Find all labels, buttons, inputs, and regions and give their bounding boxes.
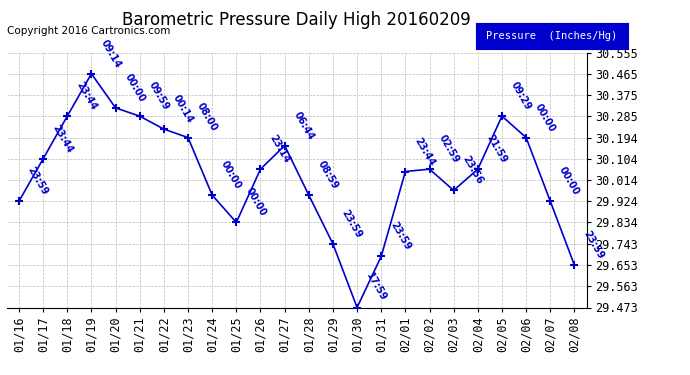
Text: 23:59: 23:59 — [340, 208, 364, 240]
Text: 00:00: 00:00 — [533, 102, 558, 134]
Text: 00:00: 00:00 — [219, 159, 244, 191]
Text: 08:00: 08:00 — [195, 102, 219, 134]
Text: 00:00: 00:00 — [244, 186, 268, 218]
Text: 06:44: 06:44 — [292, 110, 316, 141]
Text: 23:59: 23:59 — [26, 165, 50, 197]
Text: 00:00: 00:00 — [123, 72, 147, 104]
Text: 17:59: 17:59 — [364, 272, 388, 303]
Text: 09:59: 09:59 — [147, 80, 171, 112]
Text: 23:44: 23:44 — [413, 135, 437, 167]
Text: Barometric Pressure Daily High 20160209: Barometric Pressure Daily High 20160209 — [122, 11, 471, 29]
Text: 00:00: 00:00 — [558, 165, 582, 197]
Text: 21:59: 21:59 — [485, 133, 509, 165]
Text: Pressure  (Inches/Hg): Pressure (Inches/Hg) — [486, 31, 618, 40]
Text: 08:59: 08:59 — [316, 159, 340, 191]
Text: 02:59: 02:59 — [437, 133, 461, 165]
Text: 00:14: 00:14 — [171, 93, 195, 125]
Text: 23:44: 23:44 — [75, 80, 99, 112]
Text: 23:59: 23:59 — [388, 220, 413, 252]
Text: 23:59: 23:59 — [582, 229, 606, 261]
Text: 09:14: 09:14 — [99, 38, 123, 69]
Text: 23:14: 23:14 — [268, 133, 292, 165]
Text: 23:56: 23:56 — [461, 154, 485, 186]
Text: 09:29: 09:29 — [509, 80, 533, 112]
Text: Copyright 2016 Cartronics.com: Copyright 2016 Cartronics.com — [7, 26, 170, 36]
Text: 23:44: 23:44 — [50, 123, 75, 154]
